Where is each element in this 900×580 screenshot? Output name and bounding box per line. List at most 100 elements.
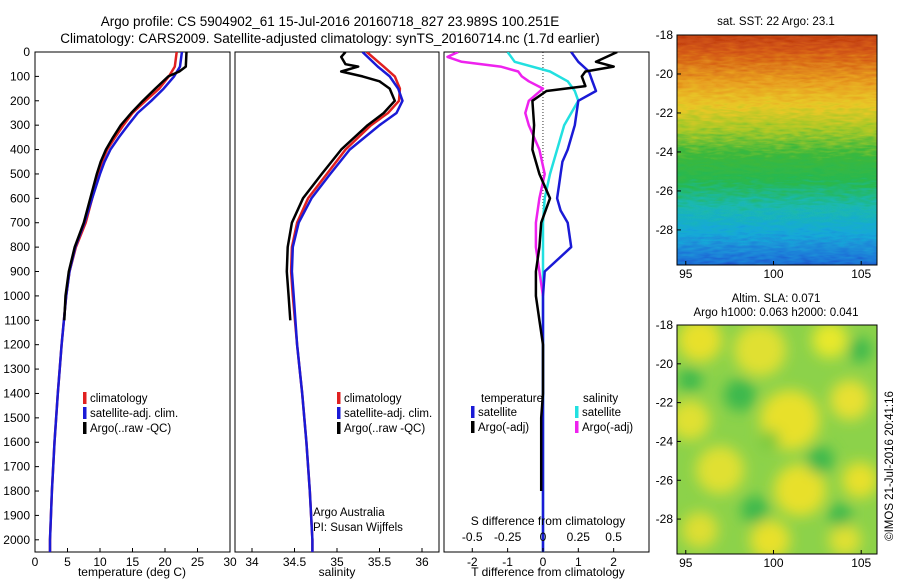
salinity-legend-2-swatch [337, 422, 341, 434]
difference-series-1 [531, 52, 618, 491]
sst-map-xtick-label: 95 [679, 267, 693, 281]
salinity-xlabel: salinity [319, 565, 356, 579]
sla-map-ytick-label: -28 [656, 512, 674, 526]
salinity-xtick-label: 34 [245, 555, 259, 569]
sst-map-ytick-label: -28 [656, 223, 674, 237]
difference-legend: temperature salinity satellite Argo(-adj)… [471, 393, 633, 434]
sla-map-frame [676, 324, 878, 555]
difference-series-3 [446, 52, 546, 297]
depth-ytick-label: 600 [10, 191, 30, 205]
sla-blob [724, 379, 756, 411]
t-diff-xtick-label: 2 [610, 555, 617, 569]
sla-map-ytick-label: -22 [656, 396, 674, 410]
sla-blob [677, 400, 710, 440]
salinity-legend: climatology satellite-adj. clim. Argo(..ra… [337, 392, 432, 435]
diff-legend-t-argo-swatch [471, 421, 475, 433]
depth-ytick-label: 1100 [4, 313, 30, 327]
sla-blob [760, 430, 780, 450]
sla-map-xtick-label: 105 [851, 556, 871, 570]
salinity-legend-0-label: climatology [344, 393, 402, 405]
depth-ytick-label: 1500 [3, 411, 30, 425]
credit-label: ©IMOS 21-Jul-2016 20:41:16 [884, 391, 896, 541]
sla-map-xtick-label: 95 [679, 556, 693, 570]
salinity-xtick-label: 34.5 [283, 555, 307, 569]
chart-title-line1: Argo profile: CS 5904902_61 15-Jul-2016 … [100, 14, 560, 29]
pi-label: PI: Susan Wijffels [313, 522, 403, 534]
temperature-xtick-label: 0 [32, 555, 39, 569]
sla-blob [678, 325, 722, 362]
depth-ytick-label: 1200 [3, 338, 30, 352]
salinity-series-0 [289, 52, 402, 552]
diff-legend-s-argo-swatch [575, 421, 579, 433]
depth-ytick-label: 700 [10, 216, 30, 230]
sla-blob [812, 325, 848, 358]
legend-salinity-title: salinity [583, 393, 618, 405]
salinity-panel: 34 34.5 35 35.5 36 salinity Argo Australia P… [234, 51, 440, 579]
sla-blob [678, 368, 702, 392]
sla-map-title-line2: Argo h1000: 0.063 h2000: 0.041 [694, 307, 859, 319]
difference-series-0 [541, 52, 598, 552]
t-diff-xtick-label: 0 [540, 555, 547, 569]
depth-ytick-label: 1600 [3, 435, 30, 449]
sla-map: Altim. SLA: 0.071 Argo h1000: 0.063 h200… [656, 293, 878, 570]
temperature-xtick-label: 5 [64, 555, 71, 569]
t-diff-xtick-label: -1 [502, 555, 513, 569]
salinity-series-1 [290, 52, 404, 552]
salinity-xtick-label: 36 [415, 555, 429, 569]
sla-map-ytick-label: -26 [656, 473, 674, 487]
sla-blob [774, 464, 826, 516]
t-diff-xlabel: T difference from climatology [471, 565, 625, 579]
temperature-xtick-label: 20 [158, 555, 172, 569]
sst-map-ytick-label: -26 [656, 184, 674, 198]
diff-legend-t-argo-label: Argo(-adj) [478, 422, 529, 434]
sla-map-ytick-label: -20 [656, 357, 674, 371]
t-diff-xtick-label: -2 [467, 555, 478, 569]
sla-map-title-line1: Altim. SLA: 0.071 [732, 293, 821, 305]
temperature-xtick-label: 30 [223, 555, 237, 569]
sla-map-ytick-label: -24 [656, 434, 674, 448]
temperature-xtick-label: 25 [191, 555, 205, 569]
sla-blob [830, 380, 870, 420]
temperature-legend-0-swatch [83, 392, 87, 404]
temperature-legend: climatology satellite-adj. clim. Argo(..ra… [83, 392, 178, 435]
legend-temperature-title: temperature [481, 393, 543, 405]
sla-blob [806, 446, 834, 474]
temperature-legend-1-label: satellite-adj. clim. [90, 408, 178, 420]
salinity-xtick-label: 35.5 [368, 555, 392, 569]
depth-ytick-label: 0 [23, 45, 30, 59]
depth-ytick-label: 300 [10, 118, 30, 132]
depth-ytick-label: 400 [10, 143, 30, 157]
sst-map-xtick-label: 105 [851, 267, 871, 281]
sst-map-ytick-label: -20 [656, 67, 674, 81]
sla-blob [682, 512, 718, 548]
salinity-legend-1-label: satellite-adj. clim. [344, 408, 432, 420]
salinity-legend-1-swatch [337, 407, 341, 419]
depth-ytick-label: 1900 [3, 508, 30, 522]
depth-ytick-label: 800 [10, 240, 30, 254]
diff-legend-t-sat-swatch [471, 406, 475, 418]
s-diff-tick-label: -0.5 [462, 530, 483, 544]
depth-ytick-label: 1400 [3, 386, 30, 400]
sla-blob [741, 496, 769, 524]
temperature-xlabel: temperature (deg C) [78, 565, 186, 579]
diff-legend-s-sat-label: satellite [582, 407, 621, 419]
temperature-series-0 [48, 52, 178, 552]
sla-blob [828, 503, 852, 527]
salinity-panel-frame [234, 51, 440, 553]
s-diff-tick-label: 0 [540, 530, 547, 544]
depth-ytick-label: 1700 [3, 460, 30, 474]
temperature-legend-0-label: climatology [90, 393, 148, 405]
depth-ytick-label: 200 [10, 94, 30, 108]
institution-label: Argo Australia [313, 507, 385, 519]
temperature-legend-2-swatch [83, 422, 87, 434]
sst-map-ytick-label: -22 [656, 106, 674, 120]
salinity-legend-2-label: Argo(..raw -QC) [344, 423, 425, 435]
sla-blob [696, 446, 744, 494]
temperature-panel: 0 5 10 15 20 25 30 0 100 200 300 400 500 600 700 800 90… [3, 45, 237, 579]
sst-map-ytick-label: -18 [656, 28, 674, 42]
depth-ytick-label: 900 [10, 265, 30, 279]
sst-map-title: sat. SST: 22 Argo: 23.1 [717, 16, 835, 28]
s-diff-tick-label: 0.25 [567, 530, 591, 544]
sla-blob [734, 325, 786, 376]
